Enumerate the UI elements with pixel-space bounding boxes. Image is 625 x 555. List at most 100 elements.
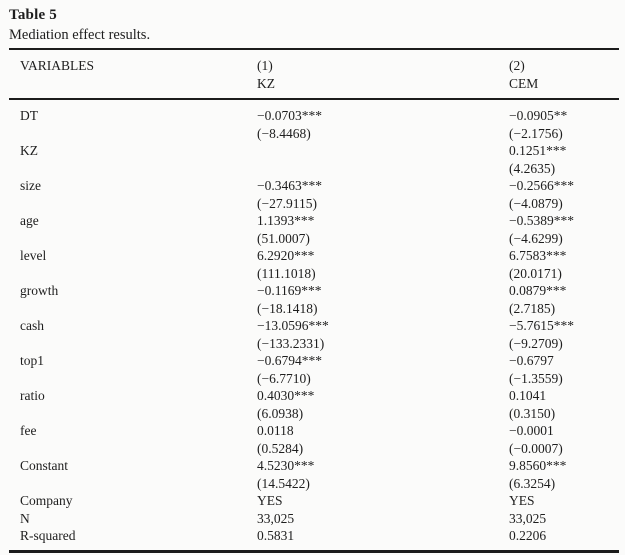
header-row: VARIABLES (1) KZ (2) CEM [9,49,619,100]
table-row: Company YES YES [9,492,619,510]
col1-cell: 0.0118 (0.5284) [257,422,509,457]
header-variables-sublabel [20,75,257,93]
col2-cell: YES [509,492,619,510]
table-row: size −0.3463*** (−27.9115) −0.2566*** (−4.08… [9,177,619,212]
col2-cell: 0.1041 (0.3150) [509,387,619,422]
t-statistic: (6.0938) [257,405,304,421]
mediation-results-table: VARIABLES (1) KZ (2) CEM DT −0.0703*** (−8… [9,48,619,553]
t-statistic: (−4.0879) [509,195,563,211]
col1-cell: 0.5831 [257,527,509,551]
col2-cell: 0.1251*** (4.2635) [509,142,619,177]
coefficient-value: −0.5389*** [509,213,574,228]
t-statistic: (20.0171) [509,265,562,281]
col1-cell: 6.2920*** (111.1018) [257,247,509,282]
col1-cell: −0.3463*** (−27.9115) [257,177,509,212]
variable-label: Constant [20,458,69,473]
col2-cell: 6.7583*** (20.0171) [509,247,619,282]
coefficient-value: −0.6794*** [257,353,322,368]
col1-cell: YES [257,492,509,510]
variable-label: growth [20,283,59,298]
header-col1-model: KZ [257,75,275,91]
table-row: fee 0.0118 (0.5284) −0.0001 (−0.0007) [9,422,619,457]
col1-cell: −0.1169*** (−18.1418) [257,282,509,317]
table-row: DT −0.0703*** (−8.4468) −0.0905** (−2.1756) [9,99,619,142]
col2-cell: −0.2566*** (−4.0879) [509,177,619,212]
variable-cell: cash [9,317,257,352]
variable-cell: level [9,247,257,282]
coefficient-value: −0.1169*** [257,283,322,298]
header-col1-number: (1) [257,58,273,73]
variable-label: R-squared [20,528,76,543]
col2-cell: 0.0879*** (2.7185) [509,282,619,317]
table-row: R-squared 0.5831 0.2206 [9,527,619,551]
t-statistic: (−4.6299) [509,230,563,246]
coefficient-value: −0.0703*** [257,108,322,123]
t-statistic: (2.7185) [509,300,556,316]
variable-cell: Company [9,492,257,510]
header-col2: (2) CEM [509,49,619,100]
variable-label: top1 [20,353,45,368]
variable-cell: age [9,212,257,247]
col2-cell: 33,025 [509,510,619,528]
coefficient-value: YES [509,493,535,508]
variable-cell: Constant [9,457,257,492]
col2-cell: −5.7615*** (−9.2709) [509,317,619,352]
table-row: growth −0.1169*** (−18.1418) 0.0879*** (2.71… [9,282,619,317]
col1-cell [257,142,509,177]
coefficient-value: 4.5230*** [257,458,315,473]
variable-cell: growth [9,282,257,317]
table-row: KZ 0.1251*** (4.2635) [9,142,619,177]
variable-cell: KZ [9,142,257,177]
variable-cell: DT [9,99,257,142]
coefficient-value [257,142,509,160]
col2-cell: −0.0001 (−0.0007) [509,422,619,457]
coefficient-value: 0.0118 [257,423,294,438]
t-statistic: (−27.9115) [257,195,317,211]
coefficient-value: −5.7615*** [509,318,574,333]
coefficient-value: 6.7583*** [509,248,567,263]
coefficient-value: −0.6797 [509,353,554,368]
col1-cell: −0.0703*** (−8.4468) [257,99,509,142]
header-col2-number: (2) [509,58,525,73]
col1-cell: −0.6794*** (−6.7710) [257,352,509,387]
table-caption: Mediation effect results. [9,27,151,43]
variable-label: DT [20,108,38,123]
coefficient-value: −0.2566*** [509,178,574,193]
t-statistic: (111.1018) [257,265,316,281]
header-variables: VARIABLES [9,49,257,100]
header-variables-label: VARIABLES [20,58,95,73]
coefficient-value: 33,025 [509,510,547,526]
variable-label: age [20,213,39,228]
col1-cell: 1.1393*** (51.0007) [257,212,509,247]
coefficient-value: 9.8560*** [509,458,567,473]
t-statistic: (51.0007) [257,230,310,246]
variable-label: size [20,178,41,193]
coefficient-value: YES [257,493,283,508]
t-statistic: (0.3150) [509,405,556,421]
table-row: N 33,025 33,025 [9,510,619,528]
coefficient-value: 33,025 [257,510,295,526]
variable-label: Company [20,493,73,508]
col2-cell: −0.6797 (−1.3559) [509,352,619,387]
t-statistic: (0.5284) [257,440,304,456]
table-body: DT −0.0703*** (−8.4468) −0.0905** (−2.1756) K… [9,99,619,551]
coefficient-value: −0.3463*** [257,178,322,193]
coefficient-value: 0.1041 [509,388,547,403]
col2-cell: 0.2206 [509,527,619,551]
table-row: cash −13.0596*** (−133.2331) −5.7615*** (−9.… [9,317,619,352]
variable-cell: ratio [9,387,257,422]
variable-cell: size [9,177,257,212]
t-statistic: (4.2635) [509,160,556,176]
table-row: top1 −0.6794*** (−6.7710) −0.6797 (−1.3559) [9,352,619,387]
coefficient-value: 0.4030*** [257,388,315,403]
col1-cell: −13.0596*** (−133.2331) [257,317,509,352]
variable-cell: N [9,510,257,528]
table-title: Table 5 [9,7,57,23]
coefficient-value: 0.5831 [257,528,295,543]
variable-cell: top1 [9,352,257,387]
t-statistic [257,160,509,178]
col2-cell: −0.5389*** (−4.6299) [509,212,619,247]
t-statistic: (−133.2331) [257,335,325,351]
col2-cell: −0.0905** (−2.1756) [509,99,619,142]
